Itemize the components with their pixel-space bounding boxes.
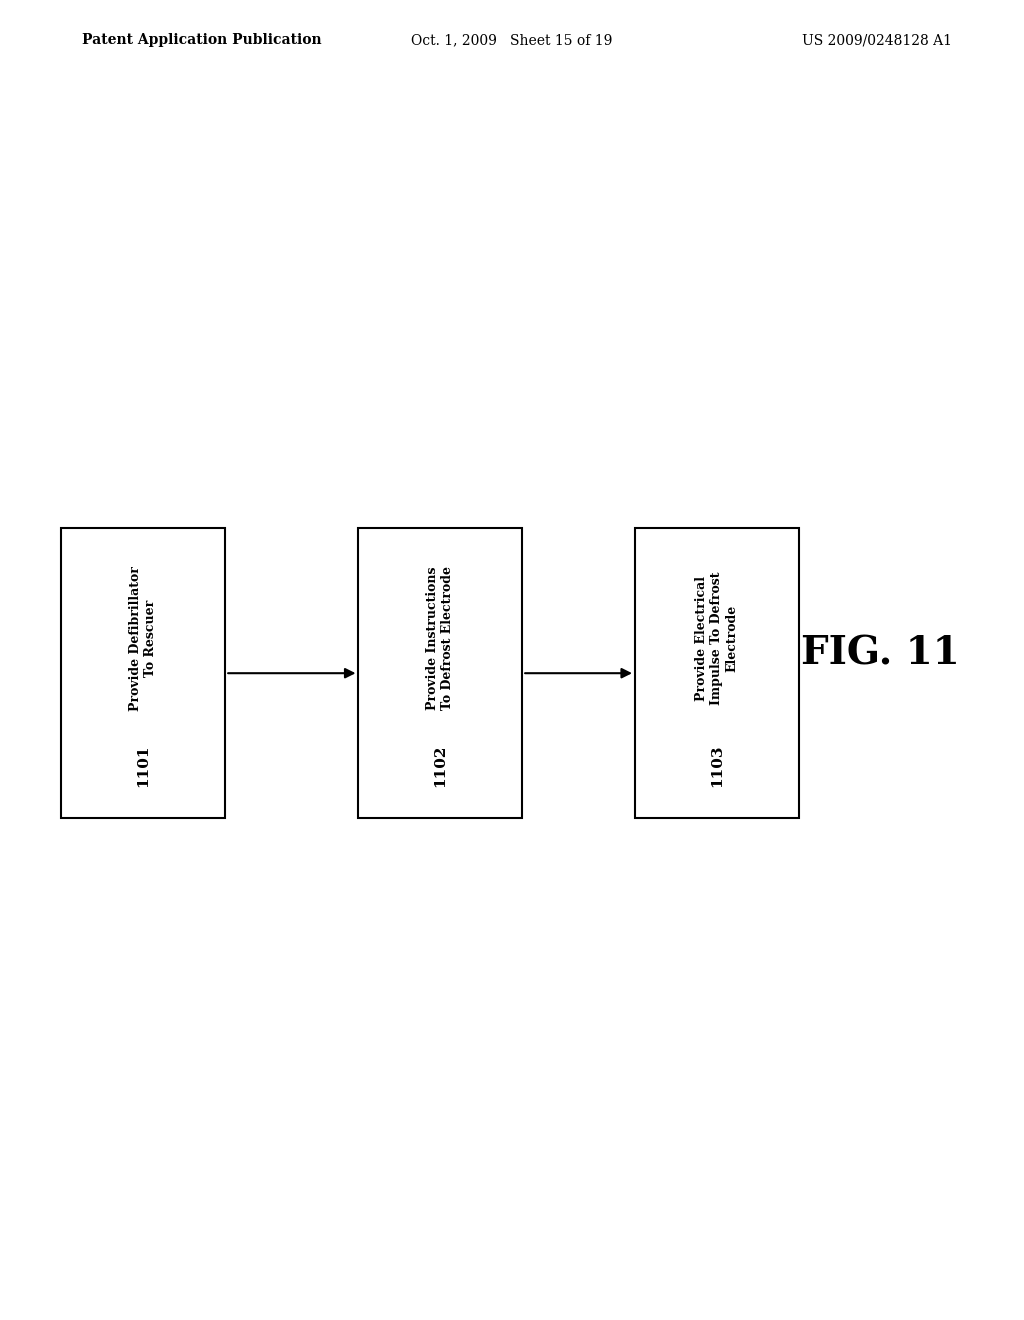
Text: 1101: 1101 [136,744,151,787]
FancyBboxPatch shape [358,528,522,818]
Text: Provide Electrical
Impulse To Defrost
Electrode: Provide Electrical Impulse To Defrost El… [695,572,738,705]
Text: Provide Instructions
To Defrost Electrode: Provide Instructions To Defrost Electrod… [426,566,455,710]
Text: 1102: 1102 [433,744,447,787]
Text: US 2009/0248128 A1: US 2009/0248128 A1 [803,33,952,48]
Text: Oct. 1, 2009   Sheet 15 of 19: Oct. 1, 2009 Sheet 15 of 19 [412,33,612,48]
Text: Patent Application Publication: Patent Application Publication [82,33,322,48]
Text: 1103: 1103 [710,744,724,787]
Text: Provide Defibrillator
To Rescuer: Provide Defibrillator To Rescuer [129,566,158,710]
FancyBboxPatch shape [61,528,225,818]
Text: FIG. 11: FIG. 11 [801,635,961,672]
FancyBboxPatch shape [635,528,799,818]
